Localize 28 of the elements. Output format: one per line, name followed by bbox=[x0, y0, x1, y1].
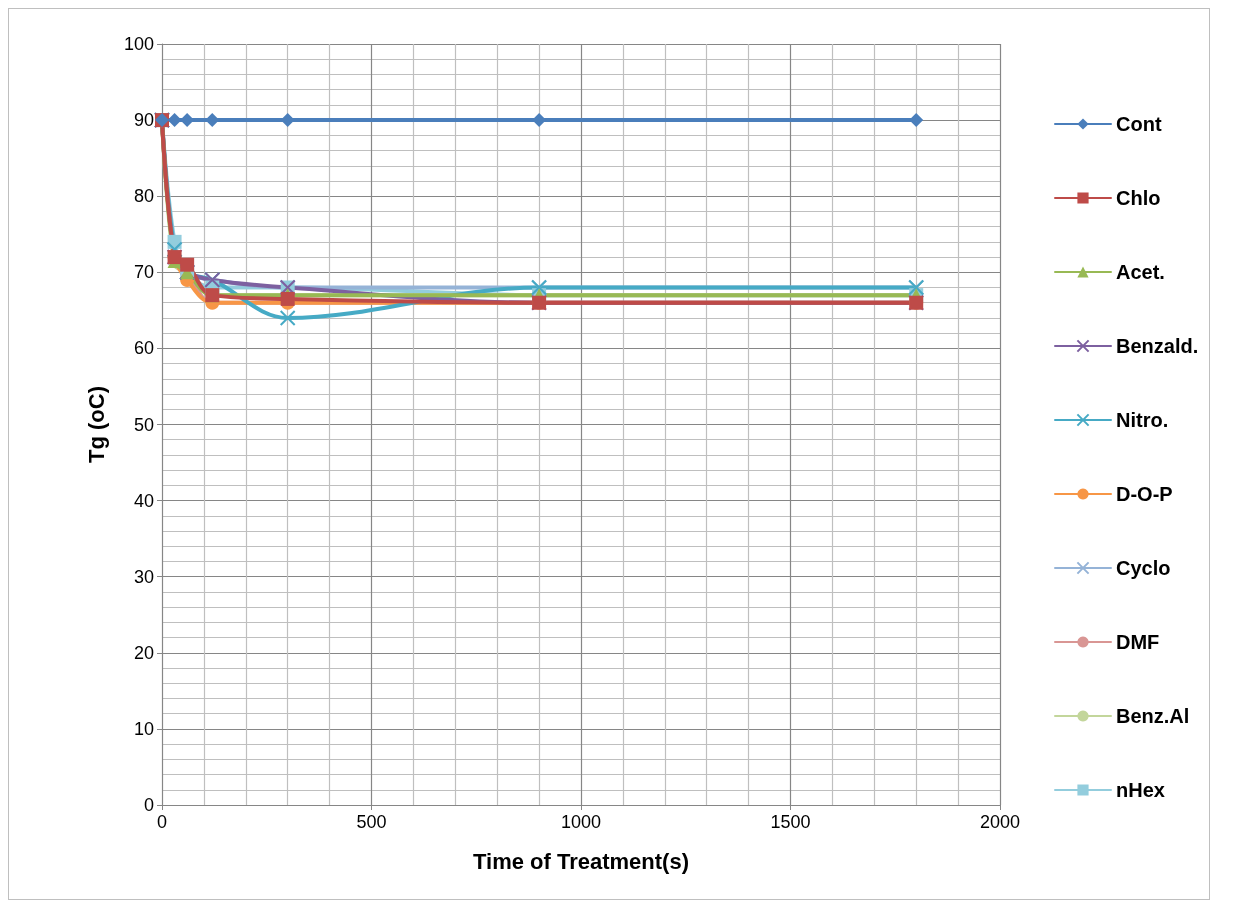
legend-label: D-O-P bbox=[1116, 483, 1173, 505]
y-tick-label: 40 bbox=[133, 490, 154, 511]
x-axis-title: Time of Treatment(s) bbox=[473, 848, 689, 874]
y-tick-label: 60 bbox=[133, 338, 154, 359]
y-tick-label: 100 bbox=[123, 34, 154, 54]
y-tick-label: 80 bbox=[133, 186, 154, 207]
x-tick-label: 2000 bbox=[979, 812, 1021, 832]
x-tick-label: 1500 bbox=[770, 812, 811, 832]
y-tick-label: 70 bbox=[133, 262, 154, 283]
x-tick-label: 500 bbox=[356, 812, 387, 832]
y-tick-label: 20 bbox=[133, 642, 154, 663]
legend-label: DMF bbox=[1116, 631, 1160, 653]
x-tick-label: 0 bbox=[156, 812, 168, 832]
x-tick-label: 1000 bbox=[560, 812, 602, 832]
legend-label: Cont bbox=[1116, 113, 1162, 135]
y-tick-label: 10 bbox=[133, 718, 154, 739]
legend-label: Chlo bbox=[1116, 187, 1161, 209]
legend-label: Benz.Al bbox=[1116, 705, 1190, 727]
legend-label: nHex bbox=[1116, 779, 1165, 801]
legend-label: Benzald. bbox=[1116, 335, 1199, 357]
y-tick-label: 30 bbox=[133, 566, 154, 587]
legend-label: Cyclo bbox=[1116, 557, 1171, 579]
y-tick-label: 50 bbox=[133, 414, 154, 435]
y-tick-label: 90 bbox=[133, 110, 154, 131]
legend-label: Acet. bbox=[1116, 261, 1165, 283]
y-tick-label: 0 bbox=[143, 795, 154, 815]
y-axis-title: Tg (oC) bbox=[83, 386, 109, 463]
legend-label: Nitro. bbox=[1116, 409, 1169, 431]
